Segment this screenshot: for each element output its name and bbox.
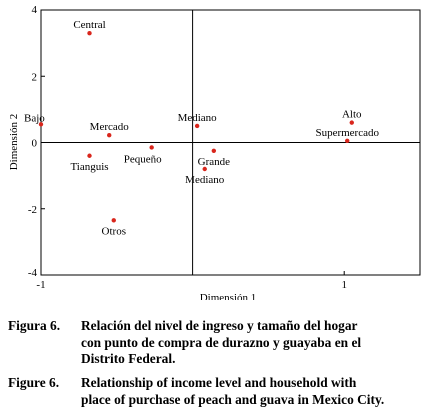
axis-ticks: 4 2 0 -2 -4-1 1 <box>28 4 347 291</box>
data-point <box>202 166 207 172</box>
data-point <box>211 148 217 153</box>
data-point <box>194 123 200 129</box>
point-label: Mediano <box>178 112 218 124</box>
data-point <box>38 122 44 127</box>
y-tick-label: 4 <box>32 4 38 16</box>
point-label: Supermercado <box>315 127 379 139</box>
point-label: Grande <box>198 156 230 168</box>
caption-en-line1: Relationship of income level and househo… <box>81 375 357 390</box>
data-point <box>87 30 92 36</box>
caption-en-line2: place of purchase of peach and guava in … <box>81 391 385 407</box>
point-label: Alto <box>342 109 362 121</box>
y-tick-label: -4 <box>28 267 38 279</box>
y-tick-label: 0 <box>32 138 38 150</box>
x-tick-label: -1 <box>36 279 45 291</box>
point-label: Tianguis <box>70 161 108 173</box>
data-point <box>87 153 92 158</box>
data-point <box>111 218 116 223</box>
point-label: Bajo <box>24 112 45 124</box>
x-tick-label: 1 <box>341 279 347 291</box>
point-label: Otros <box>102 225 126 237</box>
scatter-chart: 4 2 0 -2 -4-1 1 Central Bajo Mercado Tianguis Peq… <box>8 4 421 300</box>
caption-spanish: Figura 6. Relación del nivel de ingreso y… <box>8 318 433 368</box>
point-label: Mediano <box>185 174 225 186</box>
y-tick-label: 2 <box>32 71 38 83</box>
data-point <box>349 120 354 125</box>
data-point <box>107 133 112 138</box>
data-point <box>149 145 154 150</box>
caption-es-line2: con punto de compra de durazno y guayaba… <box>81 334 362 350</box>
data-points: Central Bajo Mercado Tianguis Pequeño Mediano… <box>24 19 379 237</box>
caption-en-lead: Figure 6. <box>8 375 60 390</box>
caption-es-lead: Figura 6. <box>8 318 61 333</box>
x-axis-title: Dimensión 1 <box>200 292 257 300</box>
point-label: Central <box>73 19 105 31</box>
point-label: Mercado <box>90 121 130 133</box>
point-label: Pequeño <box>124 153 162 165</box>
data-point <box>345 138 350 144</box>
y-tick-label: -2 <box>28 204 37 216</box>
caption-english: Figure 6. Relationship of income level an… <box>8 375 433 408</box>
y-axis-title: Dimensión 2 <box>8 114 20 171</box>
caption-es-line3: Distrito Federal. <box>81 351 176 366</box>
caption-es-line1: Relación del nivel de ingreso y tamaño d… <box>81 318 358 333</box>
